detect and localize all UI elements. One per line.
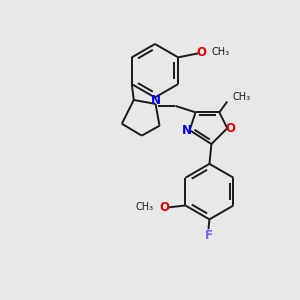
Text: F: F <box>205 229 212 242</box>
Text: N: N <box>151 94 160 107</box>
Text: O: O <box>196 46 206 59</box>
Text: CH₃: CH₃ <box>232 92 250 101</box>
Text: O: O <box>225 122 235 135</box>
Text: O: O <box>160 201 170 214</box>
Text: N: N <box>182 124 192 137</box>
Text: CH₃: CH₃ <box>136 202 154 212</box>
Text: CH₃: CH₃ <box>212 47 230 57</box>
